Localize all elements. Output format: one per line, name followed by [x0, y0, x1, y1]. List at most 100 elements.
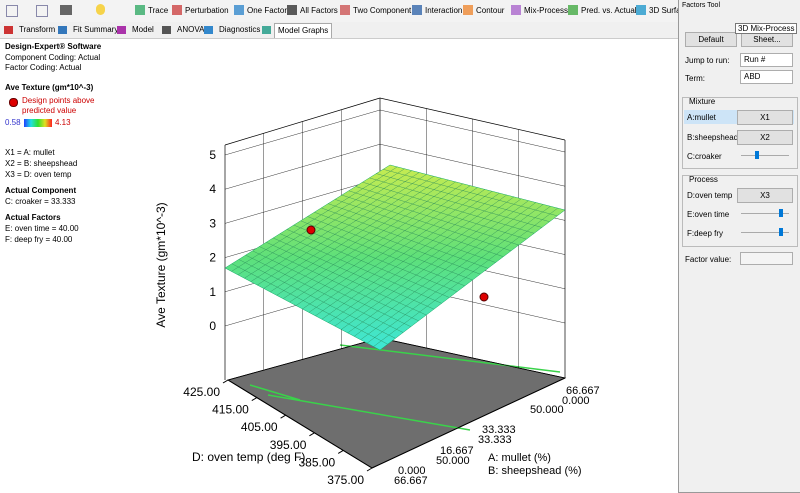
dropdown[interactable]: ABD [740, 70, 793, 84]
group-box [682, 175, 798, 247]
a-tick-label: 16.667 [440, 445, 474, 457]
tab-icon[interactable] [117, 26, 126, 34]
tab[interactable]: Model Graphs [274, 23, 333, 38]
tab[interactable]: Diagnostics [219, 25, 261, 34]
toolbar-button[interactable]: Pred. vs. Actual [581, 6, 637, 15]
tab-icon[interactable] [58, 26, 67, 34]
label: Factor value: [685, 255, 732, 264]
tab[interactable]: ANOVA [177, 25, 205, 34]
tab-icon[interactable] [262, 26, 271, 34]
d-tick-label: 375.00 [327, 473, 364, 487]
section-title: Actual Component [5, 186, 77, 195]
toolbar-icon[interactable] [636, 5, 646, 15]
toolbar-button[interactable]: 3D Surface [649, 6, 690, 15]
a-label: A: mullet (%) [488, 452, 551, 464]
toolbar-button[interactable]: Contour [476, 6, 505, 15]
toolbar-icon[interactable] [234, 5, 244, 15]
toolbar-button[interactable]: One Factor [247, 6, 288, 15]
mesh-line [245, 254, 404, 333]
z-tick-label: 1 [209, 285, 216, 299]
toolbar-icon[interactable] [568, 5, 578, 15]
tick-mark [309, 432, 315, 437]
slider-thumb[interactable] [779, 228, 783, 236]
group-title: Mixture [689, 97, 716, 106]
toolbar-button[interactable]: Interaction [425, 6, 463, 15]
axis-button[interactable]: X1 [737, 110, 793, 125]
mesh-line [360, 204, 544, 340]
sheet-button[interactable]: Sheet... [741, 32, 793, 47]
tab-icon[interactable] [204, 26, 213, 34]
toolbar-icon[interactable] [135, 5, 145, 15]
label: Jump to run: [685, 56, 730, 65]
toolbar-button[interactable]: Perturbation [185, 6, 229, 15]
icon[interactable] [6, 5, 18, 17]
factor[interactable]: A:mullet [687, 113, 716, 122]
slider[interactable] [741, 213, 789, 214]
toolbar-icon[interactable] [511, 5, 521, 15]
coding: Component Coding: Actual [5, 53, 101, 62]
slider-thumb[interactable] [779, 209, 783, 217]
slider[interactable] [741, 155, 789, 156]
mesh-line [366, 206, 551, 344]
legend-panel: Design-Expert® Software Component Coding… [0, 38, 160, 258]
mesh-line [238, 259, 396, 339]
toolbar-button[interactable]: Trace [148, 6, 169, 15]
b-tick-label: 50.000 [436, 455, 470, 467]
a-tick-label: 0.000 [398, 465, 426, 477]
z-tick-label: 3 [209, 216, 216, 230]
scale-min: 0.58 [5, 118, 21, 127]
tab-icon[interactable] [4, 26, 13, 34]
tab[interactable]: Fit Summary [73, 25, 119, 34]
coding-line: X3 = D: oven temp [5, 170, 72, 179]
coding: Factor Coding: Actual [5, 63, 82, 72]
slider-thumb[interactable] [755, 151, 759, 159]
axis [371, 377, 566, 469]
toolbar-button[interactable]: Mix-Process [524, 6, 569, 15]
value-line: E: oven time = 40.00 [5, 224, 79, 233]
input[interactable] [740, 252, 793, 265]
toolbar-icon[interactable] [412, 5, 422, 15]
tip-icon[interactable] [96, 4, 105, 15]
axis [227, 379, 373, 469]
a-tick-label: 66.667 [566, 385, 600, 397]
value-line: C: croaker = 33.333 [5, 197, 76, 206]
panel-title: Factors Tool [682, 2, 720, 9]
d-tick-label: 385.00 [298, 455, 335, 469]
factor[interactable]: B:sheepshead [687, 133, 739, 142]
response: Ave Texture (gm*10^-3) [5, 83, 94, 92]
tab[interactable]: Model [132, 25, 154, 34]
factor[interactable]: F:deep fry [687, 229, 724, 238]
tooltip: 3D Mix-Process [735, 23, 798, 34]
toolbar-icon[interactable] [172, 5, 182, 15]
z-tick-label: 5 [209, 148, 216, 162]
factor[interactable]: D:oven temp [687, 191, 733, 200]
coding-line: X1 = A: mullet [5, 148, 55, 157]
a-tick-label: 33.333 [482, 424, 516, 436]
print-icon[interactable] [60, 5, 72, 15]
toolbar-icon[interactable] [287, 5, 297, 15]
factor[interactable]: C:croaker [687, 152, 722, 161]
note: Design points above predicted value [22, 96, 95, 115]
toolbar-icon[interactable] [463, 5, 473, 15]
tab[interactable]: Transform [19, 25, 56, 34]
tab-icon[interactable] [162, 26, 171, 34]
dropdown[interactable]: Run # [740, 53, 793, 67]
slider[interactable] [741, 232, 789, 233]
axis-button[interactable]: X3 [737, 188, 793, 203]
factor[interactable]: E:oven time [687, 210, 730, 219]
tab-bar: Transform Fit Summary Model ANOVA Diagnostic… [0, 22, 678, 39]
toolbar-button[interactable]: Two Component [353, 6, 412, 15]
label: Term: [685, 74, 705, 83]
icon[interactable] [36, 5, 48, 17]
mesh-line [252, 250, 411, 327]
section-title: Actual Factors [5, 213, 61, 222]
default-button[interactable]: Default [685, 32, 737, 47]
axis-button[interactable]: X2 [737, 130, 793, 145]
toolbar-button[interactable]: All Factors [300, 6, 338, 15]
toolbar-icon[interactable] [340, 5, 350, 15]
scale-max: 4.13 [55, 118, 71, 127]
group-title: Process [689, 175, 718, 184]
d-tick-label: 425.00 [183, 385, 220, 399]
b-tick-label: 66.667 [394, 475, 428, 487]
